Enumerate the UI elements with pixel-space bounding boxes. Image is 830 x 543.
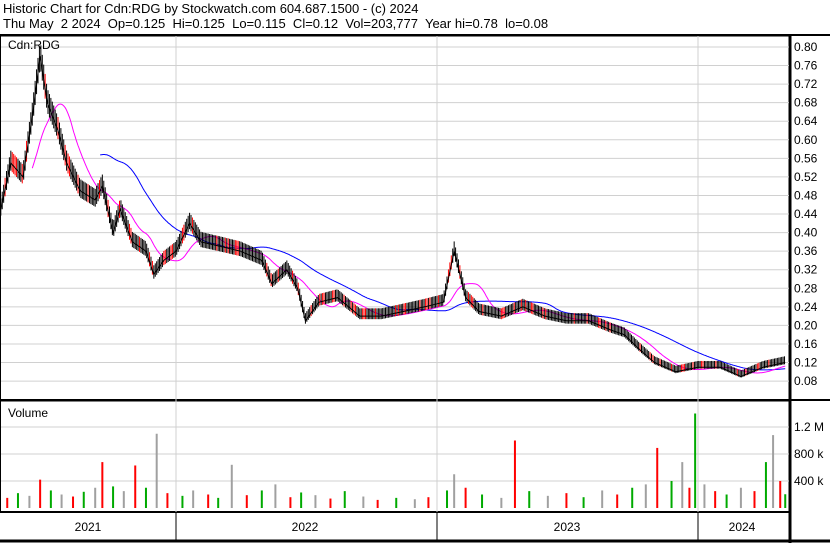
volume-bar bbox=[101, 462, 104, 508]
y-tick-label: 0.40 bbox=[794, 226, 818, 240]
volume-tick-label: 800 k bbox=[794, 447, 824, 461]
volume-label: Volume bbox=[8, 406, 48, 420]
volume-bar bbox=[413, 499, 416, 508]
volume-bar bbox=[427, 497, 430, 508]
y-tick-label: 0.28 bbox=[794, 281, 818, 295]
volume-bar bbox=[329, 498, 332, 508]
volume-bar bbox=[784, 494, 787, 508]
y-tick-label: 0.36 bbox=[794, 244, 818, 258]
volume-bar bbox=[725, 494, 728, 508]
y-tick-label: 0.16 bbox=[794, 337, 818, 351]
volume-bar bbox=[144, 487, 147, 508]
x-tick-label: 2021 bbox=[75, 520, 102, 534]
symbol-label: Cdn:RDG bbox=[8, 38, 60, 52]
volume-bar bbox=[481, 494, 484, 508]
volume-bar bbox=[192, 490, 195, 508]
y-tick-label: 0.52 bbox=[794, 170, 818, 184]
volume-bar bbox=[764, 462, 767, 508]
volume-bar bbox=[656, 447, 659, 508]
x-tick-label: 2022 bbox=[292, 520, 319, 534]
volume-bar bbox=[500, 497, 503, 508]
volume-bar bbox=[82, 491, 85, 508]
volume-bar bbox=[60, 494, 63, 508]
y-tick-label: 0.64 bbox=[794, 114, 818, 128]
volume-bar bbox=[94, 487, 97, 508]
volume-bar bbox=[72, 496, 75, 508]
y-tick-label: 0.12 bbox=[794, 356, 818, 370]
volume-bar bbox=[453, 474, 456, 508]
y-tick-label: 0.68 bbox=[794, 96, 818, 110]
volume-tick-label: 1.2 M bbox=[794, 420, 824, 434]
y-tick-label: 0.76 bbox=[794, 59, 818, 73]
volume-bar bbox=[230, 464, 233, 508]
y-tick-label: 0.72 bbox=[794, 77, 818, 91]
price-line bbox=[0, 56, 786, 377]
volume-bar bbox=[260, 490, 263, 508]
volume-bar bbox=[694, 413, 697, 508]
volume-tick-label: 400 k bbox=[794, 474, 824, 488]
volume-bar bbox=[546, 495, 549, 508]
volume-bar bbox=[681, 462, 684, 508]
y-tick-label: 0.08 bbox=[794, 374, 818, 388]
volume-bar bbox=[582, 497, 585, 508]
volume-bar bbox=[772, 435, 775, 508]
volume-bar bbox=[753, 491, 756, 508]
volume-bar bbox=[714, 491, 717, 508]
volume-bar bbox=[134, 465, 137, 508]
volume-bar bbox=[39, 479, 42, 508]
volume-bar bbox=[688, 487, 691, 508]
volume-bar bbox=[155, 433, 158, 508]
y-tick-label: 0.20 bbox=[794, 318, 818, 332]
long-moving-average bbox=[100, 154, 786, 371]
volume-bar bbox=[779, 481, 782, 508]
y-tick-label: 0.44 bbox=[794, 207, 818, 221]
volume-bar bbox=[446, 490, 449, 508]
volume-bar bbox=[644, 484, 647, 508]
volume-bar bbox=[703, 484, 706, 508]
volume-bar bbox=[6, 497, 9, 508]
x-tick-label: 2023 bbox=[554, 520, 581, 534]
volume-bar bbox=[289, 497, 292, 508]
volume-bar bbox=[670, 481, 673, 508]
volume-bar bbox=[314, 495, 317, 508]
volume-bar bbox=[181, 495, 184, 508]
volume-bar bbox=[739, 487, 742, 508]
volume-bar bbox=[274, 484, 277, 508]
volume-bar bbox=[28, 495, 31, 508]
y-tick-label: 0.80 bbox=[794, 40, 818, 54]
volume-bar bbox=[513, 440, 516, 508]
x-tick-label: 2024 bbox=[729, 520, 756, 534]
volume-bar bbox=[565, 493, 568, 508]
short-moving-average bbox=[31, 103, 786, 374]
volume-bar bbox=[616, 494, 619, 508]
y-tick-label: 0.24 bbox=[794, 300, 818, 314]
volume-bar bbox=[601, 490, 604, 508]
y-tick-label: 0.32 bbox=[794, 263, 818, 277]
volume-bar bbox=[395, 497, 398, 508]
volume-bar bbox=[49, 490, 52, 508]
y-tick-label: 0.60 bbox=[794, 133, 818, 147]
chart-title: Historic Chart for Cdn:RDG by Stockwatch… bbox=[3, 1, 419, 16]
volume-bar bbox=[16, 493, 19, 508]
volume-bar bbox=[245, 495, 248, 508]
price-panel bbox=[0, 35, 790, 401]
volume-bar bbox=[631, 487, 634, 508]
volume-bar bbox=[528, 491, 531, 508]
volume-bar bbox=[343, 491, 346, 508]
y-tick-label: 0.48 bbox=[794, 188, 818, 202]
volume-bar bbox=[112, 486, 115, 508]
volume-bar bbox=[207, 494, 210, 508]
volume-bar bbox=[362, 496, 365, 508]
volume-bar bbox=[376, 499, 379, 508]
volume-bar bbox=[464, 487, 467, 508]
volume-bar bbox=[300, 492, 303, 508]
quote-summary: Thu May 2 2024 Op=0.125 Hi=0.125 Lo=0.11… bbox=[3, 16, 549, 31]
volume-bar bbox=[217, 497, 220, 508]
y-tick-label: 0.56 bbox=[794, 151, 818, 165]
volume-bar bbox=[166, 493, 169, 508]
volume-bar bbox=[122, 491, 125, 508]
